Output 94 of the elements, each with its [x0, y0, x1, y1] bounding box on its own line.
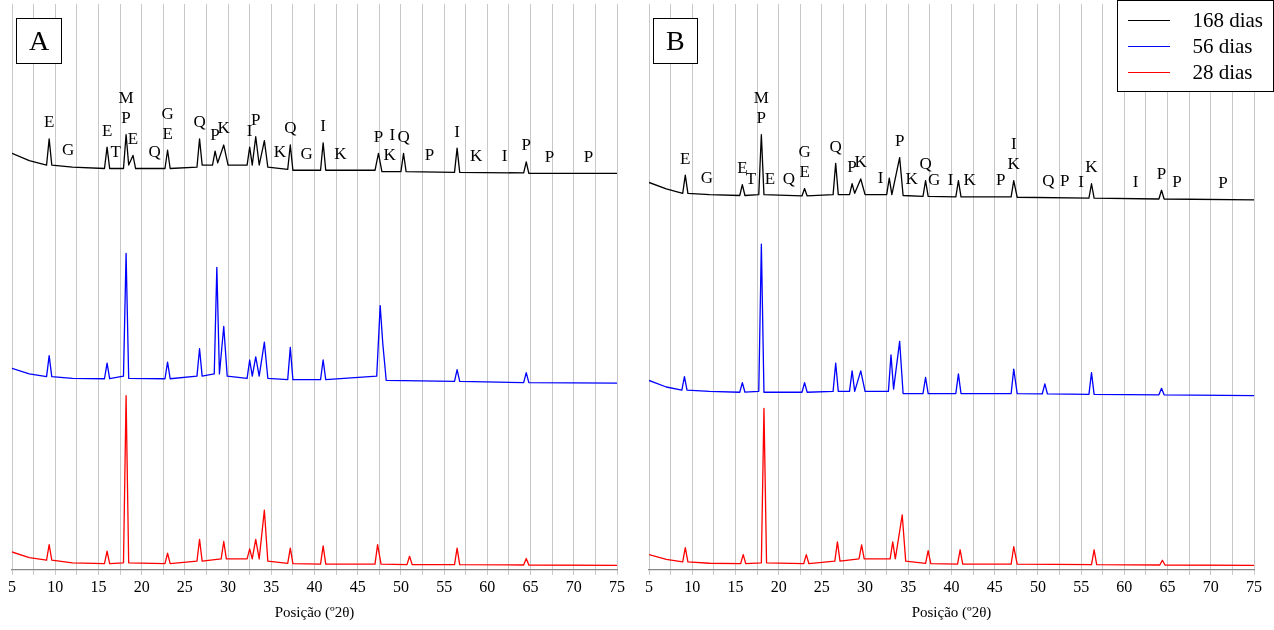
annotation: K	[963, 170, 977, 190]
annotation: P	[424, 145, 435, 165]
x-tick-label: 30	[220, 577, 237, 595]
annotation: Q	[919, 154, 932, 174]
annotation: E	[127, 128, 139, 148]
annotation: P	[996, 170, 1006, 190]
annotation: G	[300, 143, 313, 163]
annotation: P	[1172, 172, 1182, 192]
x-tick-label: 55	[1073, 577, 1090, 595]
annotation: I	[246, 120, 253, 140]
annotation: I	[454, 121, 461, 141]
x-tick-label: 50	[392, 577, 409, 595]
x-tick-label: 50	[1029, 577, 1046, 595]
x-tick-label: 35	[263, 577, 280, 595]
x-tick-label: 25	[813, 577, 830, 595]
annotation: P	[521, 135, 531, 155]
annotation: P	[121, 108, 131, 128]
annotation: Q	[397, 126, 410, 146]
x-tick-label: 10	[47, 577, 64, 595]
annotation: K	[273, 142, 287, 162]
x-tick-label: 25	[176, 577, 193, 595]
annotation: K	[1085, 157, 1099, 177]
annotation: K	[1007, 154, 1021, 174]
annotation: P	[1059, 171, 1070, 191]
annotation: E	[43, 112, 55, 132]
annotation: P	[1156, 163, 1167, 183]
annotation: M	[753, 88, 769, 108]
annotation: Q	[148, 141, 161, 161]
annotation: E	[799, 162, 810, 182]
annotation: P	[894, 131, 905, 151]
x-axis-title: Posição (º2θ)	[274, 603, 355, 621]
annotation: E	[101, 120, 113, 140]
annotation: E	[680, 148, 691, 168]
x-tick-label: 15	[727, 577, 744, 595]
annotation: I	[1078, 171, 1085, 191]
annotation: G	[62, 140, 75, 160]
annotation: P	[210, 124, 220, 144]
chart-title: B	[653, 18, 698, 64]
annotation: Q	[782, 168, 796, 188]
annotation: I	[877, 168, 884, 188]
x-axis-title: Posição (º2θ)	[911, 603, 992, 621]
annotation: E	[162, 123, 173, 143]
x-tick-label: 55	[436, 577, 453, 595]
annotation: K	[854, 152, 868, 172]
x-tick-label: 70	[1202, 577, 1219, 595]
annotation: M	[118, 88, 134, 108]
annotation: K	[383, 145, 397, 165]
annotation: E	[764, 168, 776, 188]
x-tick-label: 75	[1246, 577, 1262, 595]
annotation: Q	[284, 118, 297, 138]
x-tick-label: 45	[349, 577, 366, 595]
x-tick-label: 20	[770, 577, 787, 595]
x-tick-label: 35	[900, 577, 917, 595]
x-tick-label: 20	[133, 577, 150, 595]
annotation: P	[1218, 172, 1228, 192]
chart-title: A	[16, 18, 63, 64]
legend-label: 168 dias	[1192, 7, 1263, 33]
annotation: I	[947, 170, 954, 190]
annotation: T	[110, 141, 122, 161]
annotation: P	[583, 146, 594, 166]
annotation: P	[544, 146, 555, 166]
x-tick-label: 40	[306, 577, 323, 595]
x-tick-label: 45	[986, 577, 1003, 595]
annotation: Q	[1042, 171, 1055, 191]
x-tick-label: 65	[522, 577, 539, 595]
annotation: G	[798, 142, 811, 162]
annotation: G	[161, 103, 174, 123]
legend-label: 28 dias	[1192, 59, 1253, 85]
x-tick-label: 40	[943, 577, 960, 595]
x-tick-label: 65	[1159, 577, 1176, 595]
x-tick-label: 5	[645, 577, 653, 595]
x-tick-label: 60	[479, 577, 496, 595]
legend-label: 56 dias	[1192, 33, 1253, 59]
x-tick-label: 15	[90, 577, 107, 595]
annotation: I	[1010, 134, 1017, 154]
annotation: G	[700, 168, 714, 188]
annotation: P	[373, 126, 384, 146]
annotation: P	[847, 157, 857, 177]
x-tick-label: 60	[1116, 577, 1133, 595]
annotation: I	[320, 116, 327, 136]
annotation: Q	[829, 136, 842, 156]
annotation: I	[389, 125, 396, 145]
annotation: Q	[193, 112, 206, 132]
annotation: I	[1132, 172, 1139, 192]
x-tick-label: 70	[565, 577, 582, 595]
annotation: K	[334, 143, 348, 163]
annotation: P	[756, 108, 767, 128]
x-tick-label: 30	[857, 577, 874, 595]
annotation: K	[905, 169, 919, 189]
annotation: I	[501, 146, 508, 166]
annotation: K	[469, 145, 483, 165]
x-tick-label: 75	[609, 577, 625, 595]
x-tick-label: 5	[8, 577, 16, 595]
x-tick-label: 10	[684, 577, 701, 595]
